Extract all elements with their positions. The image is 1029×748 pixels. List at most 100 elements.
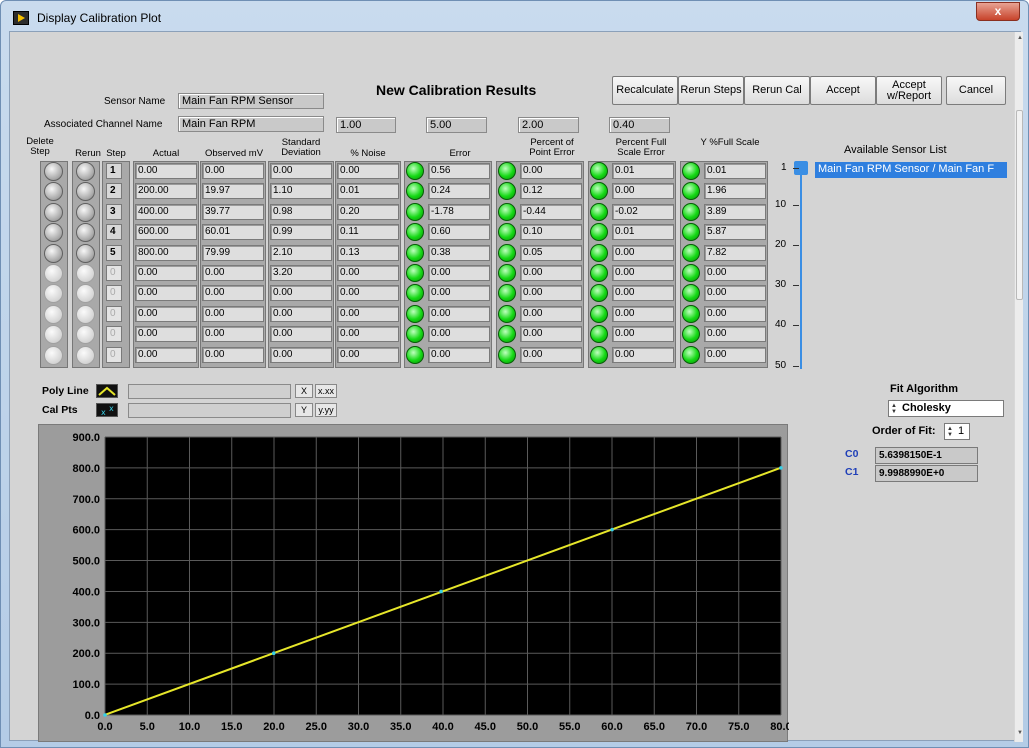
rerun-step-toggle[interactable] [76, 345, 95, 365]
poly-fit-line [104, 466, 782, 716]
cell-observed: 39.77 [202, 203, 264, 220]
rerun-step-toggle[interactable] [76, 182, 95, 202]
window-title: Display Calibration Plot [37, 11, 162, 25]
status-led-icon [590, 264, 608, 282]
rerun-step-toggle[interactable] [76, 202, 95, 222]
c0-label: C0 [845, 448, 859, 460]
accept-with-report-button[interactable]: Accept w/Report [876, 76, 942, 105]
accept-button[interactable]: Accept [810, 76, 876, 105]
vertical-scrollbar[interactable]: ▲ ▼ [1014, 32, 1023, 742]
header-error: Error [449, 148, 471, 159]
x-tick-label: 75.0 [728, 721, 749, 733]
status-led-icon [590, 304, 608, 323]
delete-step-toggle[interactable] [44, 264, 63, 283]
ruler-tick-label: 1 [781, 162, 787, 173]
delete-step-toggle[interactable] [44, 243, 63, 263]
fit-algorithm-value: Cholesky [902, 402, 951, 414]
recalculate-button[interactable]: Recalculate [612, 76, 678, 105]
cell-actual: 0.00 [135, 285, 197, 302]
x-tick-label: 50.0 [517, 721, 538, 733]
cell-pct-full: 0.01 [612, 163, 674, 179]
rerun-step-toggle[interactable] [76, 243, 95, 263]
order-of-fit-label: Order of Fit: [872, 425, 936, 437]
sensor-index-ruler[interactable]: 1 10 20 30 40 50 [774, 161, 808, 371]
x-tick-label: 30.0 [348, 721, 369, 733]
x-format-icon[interactable]: x.xx [315, 384, 337, 398]
noise-limit-field[interactable]: 1.00 [336, 117, 396, 133]
status-led-icon [498, 284, 516, 303]
rerun-cal-button[interactable]: Rerun Cal [744, 76, 810, 105]
sensor-list-title: Available Sensor List [844, 144, 947, 156]
x-scale-lock-button[interactable]: X [295, 384, 313, 398]
stepper-arrows-icon[interactable]: ▲ ▼ [947, 426, 953, 438]
cal-point [103, 713, 107, 717]
ruler-tick-mark [793, 325, 799, 326]
ruler-tick-mark [793, 285, 799, 286]
rerun-step-toggle[interactable] [76, 325, 95, 345]
cell-error: 0.00 [428, 346, 490, 363]
cell-actual: 600.00 [135, 224, 197, 241]
cell-y-full: 0.00 [704, 285, 766, 302]
header-delete-step: Delete Step [26, 136, 54, 157]
status-led-icon [682, 162, 700, 180]
x-tick-label: 5.0 [140, 721, 155, 733]
error-limit-field[interactable]: 5.00 [426, 117, 487, 133]
delete-step-toggle[interactable] [44, 202, 63, 222]
fit-algorithm-select[interactable]: ▲ ▼ Cholesky [888, 400, 1004, 417]
c1-coefficient-field: 9.9988990E+0 [875, 465, 978, 482]
scrollbar-thumb[interactable] [1016, 110, 1023, 300]
rerun-step-toggle[interactable] [76, 162, 95, 181]
cell-pct-full: 0.00 [612, 305, 674, 322]
delete-step-toggle[interactable] [44, 162, 63, 181]
cell-pct-point: -0.44 [520, 203, 582, 220]
delete-step-toggle[interactable] [44, 182, 63, 202]
updown-arrows-icon[interactable]: ▲ ▼ [891, 403, 897, 415]
rerun-step-toggle[interactable] [76, 284, 95, 304]
status-led-icon [682, 284, 700, 303]
c1-label: C1 [845, 466, 859, 478]
scroll-down-arrow-icon[interactable]: ▼ [1017, 730, 1023, 736]
cell-observed: 0.00 [202, 285, 264, 302]
cal-pts-label: Cal Pts [42, 404, 78, 416]
cell-error: -1.78 [428, 203, 490, 220]
x-tick-label: 20.0 [263, 721, 284, 733]
delete-step-toggle[interactable] [44, 284, 63, 304]
cell-stddev: 0.00 [270, 163, 332, 179]
step-number-cell: 4 [106, 224, 122, 241]
header-percent-point: Percent of Point Error [529, 137, 575, 158]
ruler-selection-handle[interactable] [794, 161, 808, 175]
cell-noise: 0.00 [337, 265, 399, 281]
y-format-icon[interactable]: y.yy [315, 403, 337, 417]
cell-stddev: 0.99 [270, 224, 332, 241]
step-number-cell: 0 [106, 265, 122, 281]
status-led-icon [682, 264, 700, 282]
x-tick-label: 0.0 [97, 721, 112, 733]
rerun-step-toggle[interactable] [76, 304, 95, 324]
y-scale-lock-button[interactable]: Y [295, 403, 313, 417]
rerun-steps-button[interactable]: Rerun Steps [678, 76, 744, 105]
cell-actual: 800.00 [135, 244, 197, 261]
percent-point-limit-field[interactable]: 2.00 [518, 117, 579, 133]
poly-line-name-field [128, 384, 291, 399]
y-tick-label: 700.0 [72, 494, 100, 506]
delete-step-toggle[interactable] [44, 223, 63, 243]
poly-line-swatch-icon[interactable] [96, 384, 118, 398]
percent-full-scale-limit-field[interactable]: 0.40 [609, 117, 670, 133]
close-button[interactable]: x [976, 2, 1020, 21]
scroll-up-arrow-icon[interactable]: ▲ [1017, 35, 1023, 41]
delete-step-toggle[interactable] [44, 304, 63, 324]
delete-step-toggle[interactable] [44, 345, 63, 365]
cell-pct-point: 0.00 [520, 163, 582, 179]
sensor-list-item[interactable]: Main Fan RPM Sensor / Main Fan F [815, 162, 1007, 178]
rerun-step-toggle[interactable] [76, 264, 95, 283]
rerun-step-toggle[interactable] [76, 223, 95, 243]
c0-coefficient-field: 5.6398150E-1 [875, 447, 978, 464]
order-of-fit-stepper[interactable]: ▲ ▼ 1 [944, 423, 970, 440]
status-led-icon [590, 243, 608, 262]
delete-step-toggle[interactable] [44, 325, 63, 345]
cancel-button[interactable]: Cancel [946, 76, 1006, 105]
cell-error: 0.60 [428, 224, 490, 241]
header-observed: Observed mV [204, 148, 264, 159]
